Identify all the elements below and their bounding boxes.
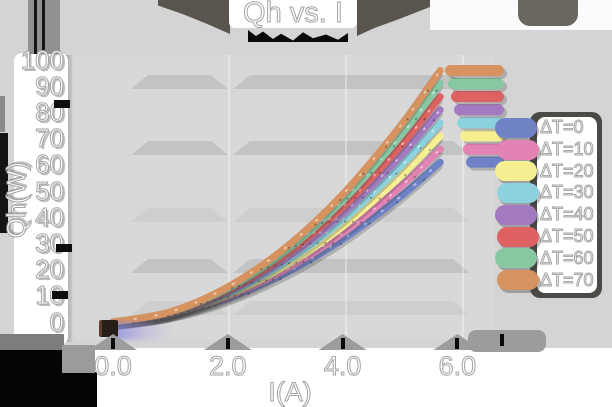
artifact-black-line: [34, 0, 37, 54]
artifact-corner-black: [0, 372, 97, 407]
artifact-black-line: [42, 0, 45, 50]
y-tick-label: 70: [35, 123, 65, 154]
x-tick-dash: [340, 338, 345, 349]
legend-item-ΔT=50[interactable]: ΔT=50: [540, 225, 595, 246]
series-ΔT=70-endcap: [445, 64, 504, 76]
legend-swatch-ΔT=60[interactable]: [495, 248, 537, 269]
y-tick-label: 100: [20, 44, 64, 75]
y-tick-label: 60: [35, 149, 65, 180]
legend-item-ΔT=30[interactable]: ΔT=30: [540, 182, 595, 203]
gridline-band: [131, 141, 228, 155]
artifact-gray-blob: [468, 330, 546, 352]
series-ΔT=40-endcap: [454, 104, 504, 116]
origin-artifact: [99, 320, 118, 337]
legend-swatch-ΔT=0[interactable]: [495, 118, 537, 138]
series-ΔT=50-endcap: [451, 91, 504, 103]
x-axis-title: I(A): [268, 377, 313, 407]
artifact-corner-gray-small: [62, 345, 95, 373]
x-axis-panel: [92, 348, 612, 407]
gridline-band: [131, 208, 228, 222]
legend-swatch-ΔT=70[interactable]: [497, 269, 539, 290]
legend-item-ΔT=0[interactable]: ΔT=0: [540, 117, 585, 138]
legend-item-ΔT=60[interactable]: ΔT=60: [540, 247, 595, 268]
x-tick-dash: [111, 338, 115, 349]
vertical-gridline: [228, 55, 230, 340]
legend-swatch-ΔT=20[interactable]: [495, 161, 537, 182]
x-tick-label: 6.0: [438, 351, 477, 381]
legend-swatch-ΔT=30[interactable]: [497, 183, 539, 204]
x-tick-label: 2.0: [209, 351, 248, 381]
legend-item-ΔT=20[interactable]: ΔT=20: [540, 160, 595, 181]
artifact-black-dash: [500, 334, 504, 346]
gridline-band: [131, 75, 228, 89]
vertical-gridline: [462, 55, 464, 340]
series-ΔT=60-endcap: [448, 78, 504, 90]
legend-swatch-ΔT=50[interactable]: [497, 226, 539, 247]
title-panel: Qh vs. I: [229, 0, 357, 28]
legend: ΔT=0 ΔT=10 ΔT=20 ΔT=30 ΔT=40 ΔT=50 ΔT=60 ΔT=70: [537, 117, 597, 293]
y-tick-label: 20: [35, 254, 65, 285]
artifact-black-edge: [0, 133, 8, 233]
legend-item-ΔT=70[interactable]: ΔT=70: [540, 269, 595, 290]
y-tick-label: 40: [35, 201, 65, 232]
series-ΔT=20-endcap: [460, 130, 504, 142]
artifact-black-dash: [54, 100, 70, 108]
series-ΔT=0-endcap: [466, 156, 504, 168]
series-ΔT=30-endcap: [457, 117, 504, 129]
x-tick-label: 0.0: [94, 351, 133, 381]
artifact-dark-blob: [518, 0, 578, 26]
y-tick-label: 30: [35, 227, 65, 258]
artifact-black-dash: [56, 244, 72, 252]
x-tick-dash: [455, 338, 460, 349]
artifact-gray-edge: [0, 96, 5, 132]
series-ΔT=10-endcap: [463, 143, 504, 155]
legend-swatch-ΔT=40[interactable]: [495, 204, 537, 225]
series-ΔT=70-highlight: [112, 69, 442, 323]
y-tick-label: 0: [49, 306, 64, 337]
artifact-black-dash: [52, 291, 68, 299]
legend-item-ΔT=40[interactable]: ΔT=40: [540, 204, 595, 225]
x-tick-label: 4.0: [323, 351, 362, 381]
gridline-band: [233, 75, 470, 89]
gridline-band: [131, 259, 228, 273]
legend-item-ΔT=10[interactable]: ΔT=10: [540, 138, 595, 159]
chart-title: Qh vs. I: [243, 0, 344, 29]
legend-swatch-ΔT=10[interactable]: [497, 139, 539, 160]
x-tick-dash: [225, 338, 230, 349]
gridline-band: [233, 301, 470, 315]
y-tick-label: 50: [35, 175, 65, 206]
y-axis-title: Qh(W): [1, 161, 32, 239]
y-tick-label: 90: [35, 70, 65, 101]
origin-smear-artifact: [112, 322, 172, 340]
